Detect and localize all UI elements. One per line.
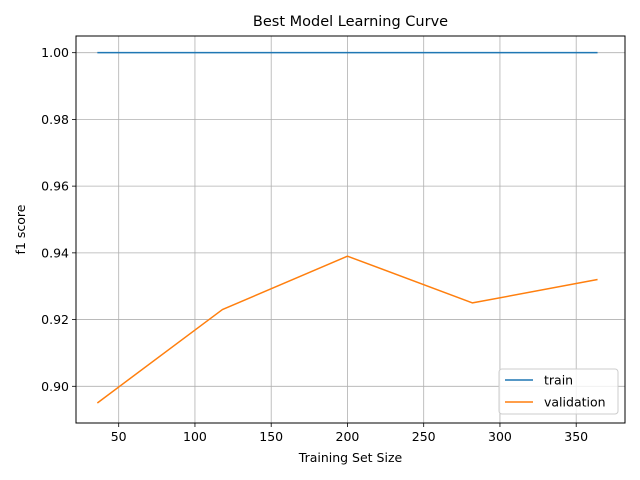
x-tick-label: 350 [564, 429, 588, 444]
grid [76, 36, 625, 423]
x-tick-label: 250 [412, 429, 436, 444]
y-tick-label: 0.94 [41, 245, 69, 260]
y-tick-label: 0.98 [41, 112, 69, 127]
legend-label-train: train [544, 373, 573, 388]
ticks: 50 100 150 200 250 300 350 0.90 0.92 0.94 0.96 0.98… [41, 45, 588, 444]
x-tick-label: 100 [183, 429, 207, 444]
y-tick-label: 0.92 [41, 312, 69, 327]
legend-label-validation: validation [544, 395, 606, 410]
chart-title: Best Model Learning Curve [253, 14, 448, 30]
y-tick-label: 0.90 [41, 379, 69, 394]
x-tick-label: 200 [336, 429, 360, 444]
x-axis-title: Training Set Size [298, 450, 403, 465]
x-tick-label: 50 [111, 429, 127, 444]
x-tick-label: 300 [488, 429, 512, 444]
x-tick-label: 150 [259, 429, 283, 444]
series-lines [96, 51, 598, 404]
y-tick-label: 1.00 [41, 45, 69, 60]
y-tick-label: 0.96 [41, 179, 69, 194]
y-axis-title: f1 score [13, 204, 28, 254]
plot-frame [75, 35, 626, 424]
series-line-validation [96, 255, 598, 404]
legend: train validation [498, 368, 619, 415]
